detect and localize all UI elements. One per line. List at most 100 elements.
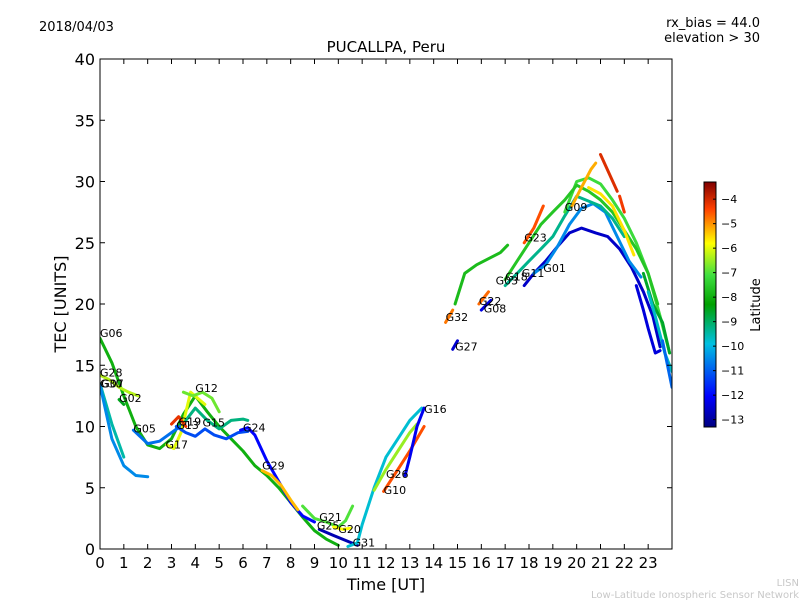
sat-label-g06: G06 <box>100 327 123 340</box>
sat-label-g20: G20 <box>338 523 361 536</box>
elevation-label: elevation > 30 <box>664 31 760 46</box>
sat-label-g07: G07 <box>101 377 124 390</box>
x-tick-label: 4 <box>191 554 201 572</box>
sat-label-g23: G23 <box>524 232 547 245</box>
series-g18 <box>522 226 662 349</box>
x-tick-label: 14 <box>424 554 443 572</box>
x-tick-label: 2 <box>143 554 153 572</box>
x-tick-label: 17 <box>496 554 515 572</box>
sat-label-g25: G25 <box>317 519 340 532</box>
colorbar-tick-label: −7 <box>721 267 737 280</box>
colorbar-tick-label: −4 <box>721 193 737 206</box>
series-g27 <box>451 339 459 351</box>
y-tick-label: 30 <box>75 173 95 192</box>
series-g24 <box>239 426 316 524</box>
x-tick-label: 5 <box>214 554 224 572</box>
colorbar-label: Latitude <box>749 278 764 332</box>
sat-label-g15: G15 <box>203 417 226 430</box>
y-tick-label: 10 <box>75 418 95 437</box>
sat-label-g21: G21 <box>319 511 342 524</box>
footer-network: Low-Latitude Ionospheric Sensor Network <box>591 590 799 600</box>
colorbar-tick-label: −5 <box>721 218 737 231</box>
sat-label-g08: G08 <box>484 303 507 316</box>
series-g07 <box>100 383 150 479</box>
x-tick-label: 19 <box>543 554 562 572</box>
sat-label-g31: G31 <box>353 537 376 550</box>
x-tick-label: 20 <box>567 554 586 572</box>
x-tick-label: 1 <box>119 554 129 572</box>
sat-label-g22: G22 <box>479 295 502 308</box>
x-tick-label: 22 <box>615 554 634 572</box>
x-tick-label: 21 <box>591 554 610 572</box>
sat-label-g27: G27 <box>455 341 478 354</box>
x-tick-label: 8 <box>286 554 296 572</box>
y-axis-label: TEC [UNITS] <box>51 256 70 354</box>
y-axis: 0 5 10 15 20 25 30 35 40 <box>75 50 672 559</box>
colorbar-tick-label: −13 <box>721 414 744 427</box>
footer-lisn: LISN <box>777 578 799 589</box>
y-tick-label: 20 <box>75 295 95 314</box>
sat-label-g19: G19 <box>179 415 202 428</box>
sat-label-g09: G09 <box>565 201 588 214</box>
series-g38 <box>634 284 662 355</box>
colorbar-tick-label: −9 <box>721 316 737 329</box>
chart-title: PUCALLPA, Peru <box>327 38 446 56</box>
series-g15 <box>184 406 250 431</box>
sat-label-g18: G18 <box>505 271 528 284</box>
series-g39 <box>661 339 672 389</box>
y-tick-label: 5 <box>85 479 95 498</box>
series-g33 <box>587 186 636 257</box>
sat-label-g02: G02 <box>119 392 142 405</box>
series-g25 <box>317 527 359 547</box>
series-g04 <box>570 161 598 208</box>
sat-label-g26: G26 <box>386 468 409 481</box>
series-g31 <box>346 406 424 548</box>
x-tick-label: 13 <box>400 554 419 572</box>
x-tick-label: 23 <box>639 554 658 572</box>
series-g36 <box>641 271 672 355</box>
series-g19 <box>170 415 188 428</box>
colorbar-tick-label: −10 <box>721 340 744 353</box>
x-tick-label: 9 <box>310 554 320 572</box>
series-g26 <box>372 422 419 492</box>
series-g20 <box>332 525 352 531</box>
x-tick-label: 3 <box>167 554 177 572</box>
series-g05 <box>131 422 185 446</box>
colorbar-tick-label: −8 <box>721 291 737 304</box>
sat-label-g01: G01 <box>543 262 566 275</box>
x-tick-label: 10 <box>329 554 348 572</box>
x-tick-label: 16 <box>472 554 491 572</box>
series-g16 <box>403 406 426 477</box>
x-tick-label: 6 <box>238 554 248 572</box>
colorbar <box>703 181 717 428</box>
x-tick-label: 15 <box>448 554 467 572</box>
series-g28 <box>100 373 140 398</box>
y-tick-label: 15 <box>75 356 95 375</box>
sat-label-g30: G30 <box>100 377 123 390</box>
sat-label-g05: G05 <box>133 423 156 436</box>
series-g34 <box>599 153 619 193</box>
colorbar-tick-label: −11 <box>721 365 744 378</box>
series-layer <box>100 153 672 548</box>
series-g01 <box>503 194 626 288</box>
sat-label-g03: G03 <box>496 274 519 287</box>
sat-label-g32: G32 <box>446 311 469 324</box>
colorbar-ticks: −13 −12 −11 −10 −9 −8 −7 −6 −5 −4 <box>713 193 744 427</box>
series-g10 <box>382 425 426 493</box>
y-tick-label: 40 <box>75 50 95 69</box>
sat-label-g24: G24 <box>243 421 266 434</box>
x-tick-label: 18 <box>519 554 538 572</box>
x-axis-label: Time [UT] <box>346 575 425 594</box>
sat-label-g29: G29 <box>262 459 285 472</box>
sat-label-g11: G11 <box>522 267 545 280</box>
rx-bias-label: rx_bias = 44.0 <box>666 16 760 31</box>
series-g32 <box>444 308 455 324</box>
x-tick-label: 12 <box>376 554 395 572</box>
y-tick-label: 25 <box>75 234 95 253</box>
series-g11 <box>532 202 643 279</box>
series-g13 <box>174 425 250 441</box>
x-tick-label: 7 <box>262 554 272 572</box>
y-tick-label: 35 <box>75 111 95 130</box>
y-tick-label: 0 <box>85 540 95 559</box>
